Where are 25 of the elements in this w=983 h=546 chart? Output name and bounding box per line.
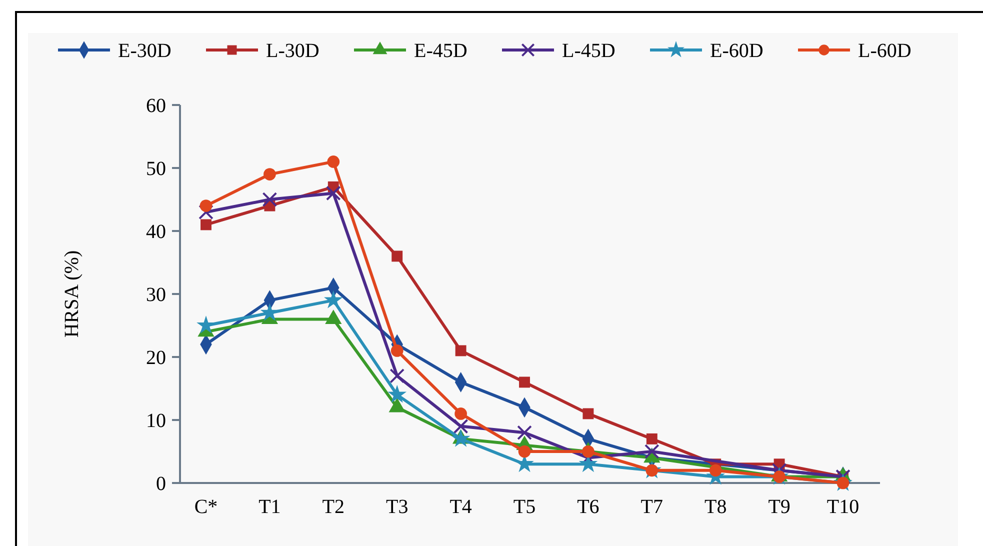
y-tick-label: 0 — [156, 473, 166, 495]
x-tick-label: T7 — [640, 496, 664, 518]
x-tick-label: T8 — [704, 496, 727, 518]
y-axis-title: HRSA (%) — [61, 250, 83, 338]
legend-label: E-30D — [118, 40, 172, 62]
y-tick-label: 50 — [146, 158, 166, 180]
x-tick-label: T1 — [258, 496, 281, 518]
x-tick-label: T10 — [826, 496, 860, 518]
y-tick-label: 20 — [146, 347, 166, 369]
legend-label: L-45D — [562, 40, 616, 62]
x-tick-label: C* — [194, 496, 218, 518]
y-tick-label: 30 — [146, 284, 166, 306]
y-tick-label: 60 — [146, 95, 166, 117]
x-tick-label: T2 — [322, 496, 345, 518]
legend-label: L-60D — [858, 40, 912, 62]
x-tick-label: T5 — [513, 496, 536, 518]
y-tick-label: 10 — [146, 410, 166, 432]
y-tick-label: 40 — [146, 221, 166, 243]
x-tick-label: T9 — [768, 496, 790, 518]
legend-label: L-30D — [266, 40, 320, 62]
x-tick-label: T3 — [386, 496, 408, 518]
legend-label: E-60D — [710, 40, 764, 62]
x-tick-label: T6 — [577, 496, 600, 518]
legend-label: E-45D — [414, 40, 468, 62]
x-tick-label: T4 — [450, 496, 472, 518]
